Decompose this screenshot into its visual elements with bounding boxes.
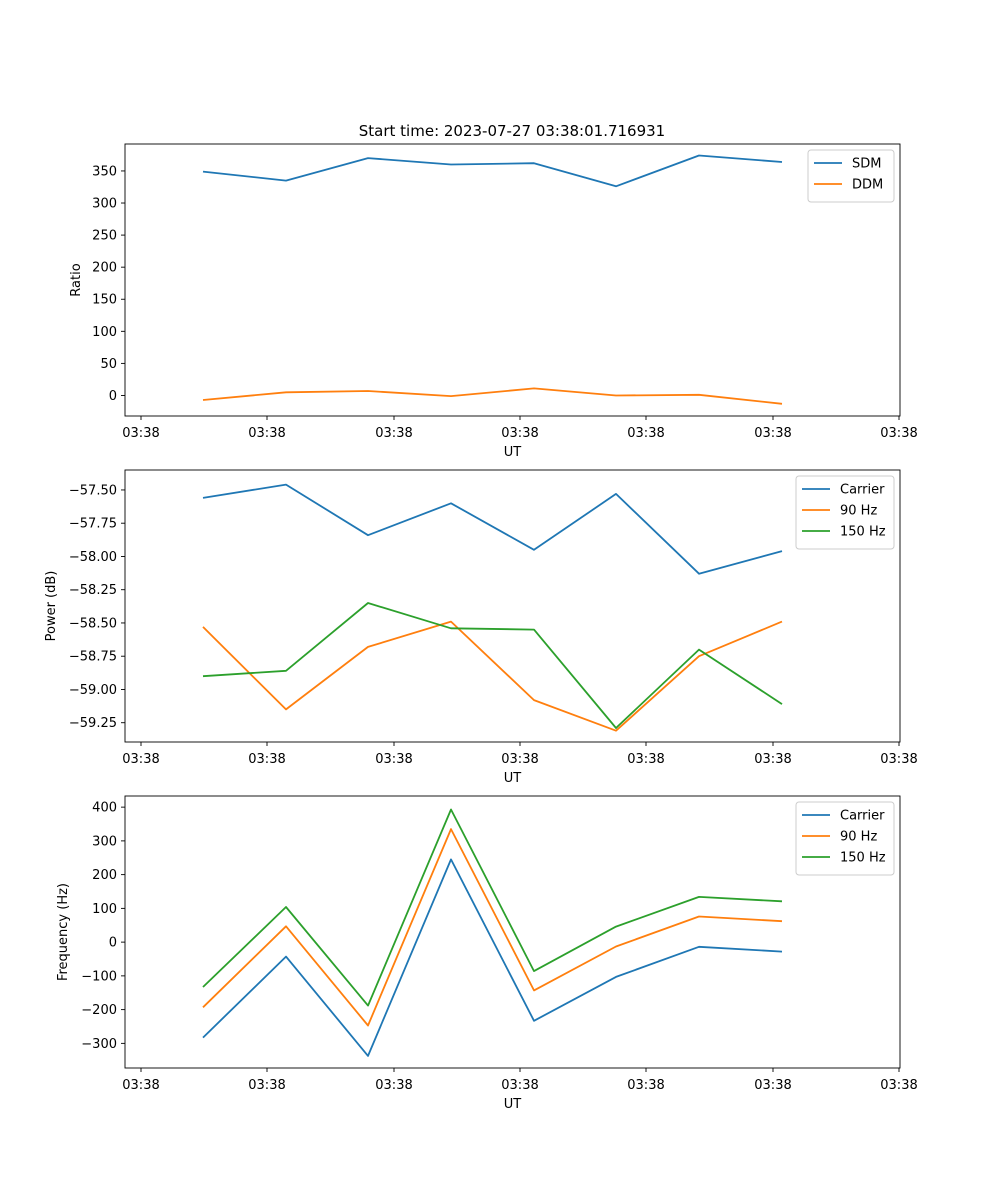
y-tick-label: 250 — [92, 229, 117, 244]
y-tick-label: 100 — [92, 325, 117, 340]
x-tick-label: 03:38 — [754, 426, 791, 441]
axes-frame — [124, 143, 901, 417]
x-tick-label: 03:38 — [375, 752, 412, 767]
y-tick-label: −58.25 — [69, 583, 117, 598]
x-tick-label: 03:38 — [501, 1078, 538, 1093]
x-tick-label: 03:38 — [501, 426, 538, 441]
y-tick-label: −59.00 — [69, 683, 117, 698]
y-tick-label: 150 — [92, 293, 117, 308]
y-axis-label: Power (dB) — [44, 571, 59, 642]
y-tick-label: −100 — [81, 969, 117, 984]
x-tick-label: 03:38 — [248, 752, 285, 767]
y-tick-label: 0 — [109, 389, 117, 404]
y-tick-label: 350 — [92, 164, 117, 179]
x-axis-label: UT — [504, 771, 522, 786]
series-line-150-hz — [202, 808, 783, 1007]
axes-frame — [124, 469, 901, 743]
series-line-carrier — [202, 858, 783, 1057]
x-tick-label: 03:38 — [122, 1078, 159, 1093]
series-line-90-hz — [202, 620, 783, 732]
legend-label: 90 Hz — [840, 504, 877, 519]
legend-label: 150 Hz — [840, 525, 886, 540]
x-tick-label: 03:38 — [880, 752, 917, 767]
x-tick-label: 03:38 — [754, 1078, 791, 1093]
series-line-150-hz — [202, 602, 783, 729]
y-tick-label: −57.75 — [69, 517, 117, 532]
x-tick-label: 03:38 — [248, 1078, 285, 1093]
y-tick-label: 300 — [92, 834, 117, 849]
y-axis-label: Frequency (Hz) — [56, 883, 71, 981]
panel-1: 03:38 03:38 03:38 03:38 03:38 03:38 03:38 UT 0 50… — [69, 143, 918, 460]
x-tick-label: 03:38 — [501, 752, 538, 767]
legend-label: Carrier — [840, 809, 885, 824]
y-tick-label: −58.75 — [69, 650, 117, 665]
y-axis-label: Ratio — [69, 263, 84, 296]
x-tick-label: 03:38 — [627, 426, 664, 441]
x-tick-label: 03:38 — [248, 426, 285, 441]
series-line-carrier — [202, 483, 783, 575]
y-tick-label: 0 — [109, 936, 117, 951]
axes-frame — [124, 795, 901, 1069]
x-tick-label: 03:38 — [122, 426, 159, 441]
legend-label: Carrier — [840, 483, 885, 498]
y-tick-label: −59.25 — [69, 716, 117, 731]
y-tick-label: 400 — [92, 801, 117, 816]
y-tick-label: −58.00 — [69, 550, 117, 565]
x-tick-label: 03:38 — [754, 752, 791, 767]
x-tick-label: 03:38 — [627, 752, 664, 767]
y-tick-label: 200 — [92, 868, 117, 883]
x-tick-label: 03:38 — [880, 1078, 917, 1093]
x-tick-label: 03:38 — [122, 752, 159, 767]
x-tick-label: 03:38 — [880, 426, 917, 441]
x-tick-label: 03:38 — [627, 1078, 664, 1093]
series-line-ddm — [202, 387, 783, 405]
series-line-90-hz — [202, 828, 783, 1027]
figure-title: Start time: 2023-07-27 03:38:01.716931 — [359, 122, 665, 140]
series-line-sdm — [202, 154, 783, 188]
y-tick-label: −200 — [81, 1003, 117, 1018]
y-tick-label: −57.50 — [69, 483, 117, 498]
y-tick-label: 200 — [92, 261, 117, 276]
x-axis-label: UT — [504, 445, 522, 460]
x-tick-label: 03:38 — [375, 426, 412, 441]
legend-label: DDM — [852, 178, 883, 193]
panel-3: 03:38 03:38 03:38 03:38 03:38 03:38 03:38 UT −30… — [56, 795, 918, 1112]
x-axis-label: UT — [504, 1097, 522, 1112]
legend-label: 90 Hz — [840, 830, 877, 845]
x-tick-label: 03:38 — [375, 1078, 412, 1093]
y-tick-label: 50 — [100, 357, 117, 372]
y-tick-label: −58.50 — [69, 616, 117, 631]
y-tick-label: 100 — [92, 902, 117, 917]
legend-label: 150 Hz — [840, 851, 886, 866]
panel-2: 03:38 03:38 03:38 03:38 03:38 03:38 03:38 UT −59… — [44, 469, 918, 786]
legend-label: SDM — [852, 157, 881, 172]
y-tick-label: 300 — [92, 197, 117, 212]
y-tick-label: −300 — [81, 1037, 117, 1052]
